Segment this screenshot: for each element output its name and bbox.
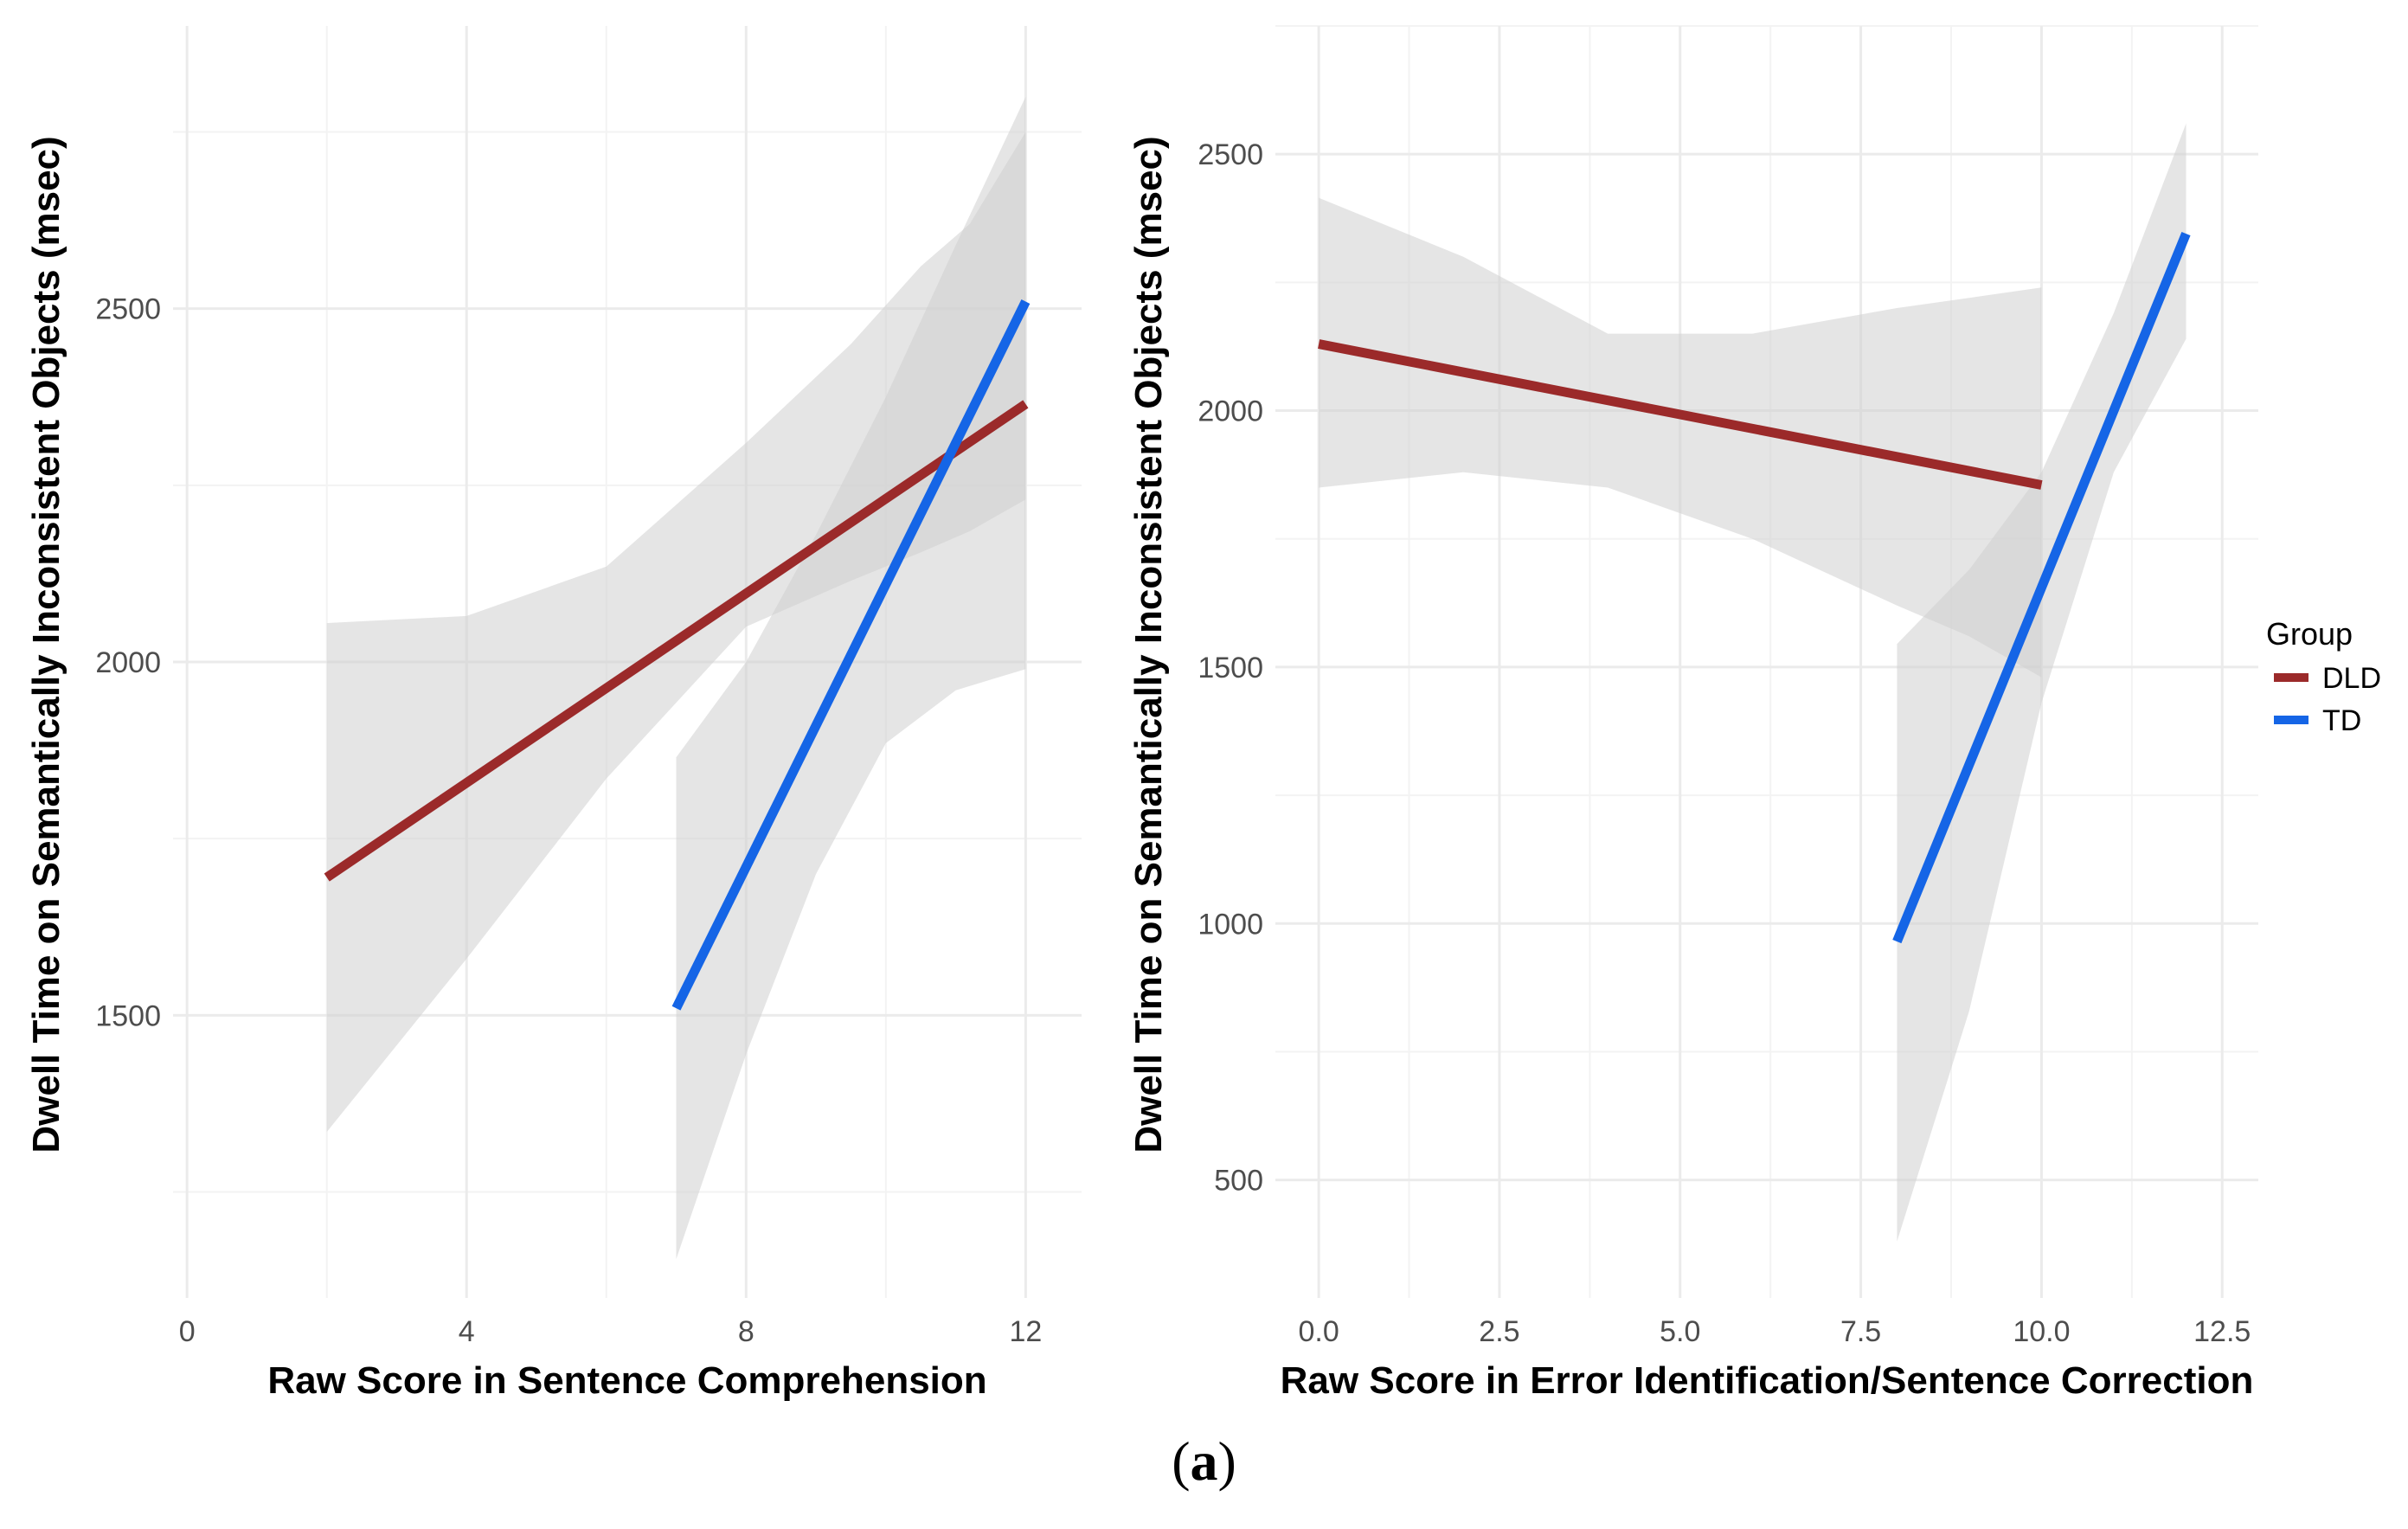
fit-line-dld bbox=[1318, 339, 2043, 490]
y-tick-label: 2500 bbox=[95, 293, 161, 326]
fit-line-td bbox=[1892, 231, 2191, 944]
y-tick-label: 2000 bbox=[1198, 395, 1263, 428]
x-tick-label: 12.5 bbox=[2193, 1315, 2251, 1348]
legend-title: Group bbox=[2266, 616, 2353, 652]
x-tick-label: 4 bbox=[459, 1315, 475, 1348]
fit-line-td bbox=[671, 299, 1031, 1011]
figure-caption: (a) bbox=[0, 1429, 2408, 1494]
x-tick-label: 7.5 bbox=[1840, 1315, 1881, 1348]
x-axis-title: Raw Score in Error Identification/Senten… bbox=[1281, 1359, 2254, 1402]
x-tick-label: 0 bbox=[179, 1315, 196, 1348]
panel-left: 0 4 8 12 1500 2000 2500 Raw Score in Sentence C… bbox=[25, 26, 1082, 1402]
y-tick-label: 1500 bbox=[1198, 652, 1263, 684]
x-tick-label: 0.0 bbox=[1298, 1315, 1339, 1348]
panel-right: 0.0 2.5 5.0 7.5 10.0 12.5 500 1000 1500 2000 2500 R… bbox=[1127, 25, 2258, 1402]
fit-line-dld bbox=[324, 400, 1029, 882]
y-tick-label: 2500 bbox=[1198, 138, 1263, 171]
x-tick-label: 2.5 bbox=[1479, 1315, 1519, 1348]
ci-ribbon-dld bbox=[326, 132, 1026, 1133]
legend-label-dld: DLD bbox=[2322, 662, 2381, 695]
y-axis-title: Dwell Time on Semantically Inconsistent … bbox=[25, 136, 67, 1153]
y-tick-label: 1000 bbox=[1198, 908, 1263, 941]
y-tick-label: 500 bbox=[1214, 1165, 1263, 1198]
ci-ribbon-td bbox=[676, 96, 1026, 1260]
y-tick-label: 1500 bbox=[95, 999, 161, 1032]
caption-letter: a bbox=[1190, 1430, 1218, 1492]
x-tick-label: 12 bbox=[1009, 1315, 1042, 1348]
caption-open: ( bbox=[1172, 1430, 1191, 1492]
x-tick-label: 10.0 bbox=[2013, 1315, 2070, 1348]
legend-label-td: TD bbox=[2322, 704, 2361, 737]
x-axis-title: Raw Score in Sentence Comprehension bbox=[267, 1359, 986, 1402]
x-tick-label: 5.0 bbox=[1660, 1315, 1700, 1348]
ci-ribbon-dld bbox=[1319, 197, 2042, 678]
y-tick-label: 2000 bbox=[95, 646, 161, 679]
legend: Group DLD TD bbox=[2266, 616, 2381, 737]
y-axis-title: Dwell Time on Semantically Inconsistent … bbox=[1127, 136, 1170, 1153]
x-tick-label: 8 bbox=[738, 1315, 755, 1348]
caption-close: ) bbox=[1217, 1430, 1236, 1492]
